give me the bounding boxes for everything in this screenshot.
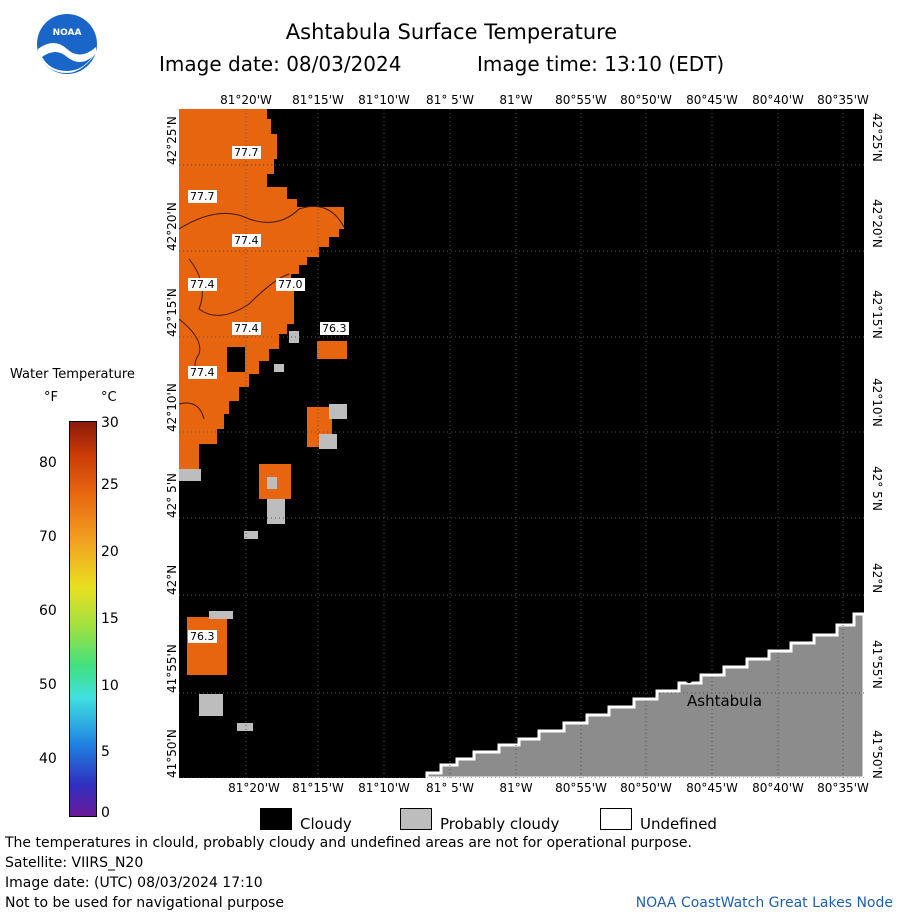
lat-tick: 42° 5'N (165, 473, 179, 518)
lat-tick: 42°10'N (870, 378, 884, 427)
temp-label: 77.7 (188, 190, 217, 203)
lon-tick: 80°35'W (817, 781, 869, 795)
image-date: Image date: 08/03/2024 (159, 52, 402, 76)
map-canvas (179, 109, 864, 778)
temp-label: 76.3 (188, 630, 217, 643)
lon-tick: 81°15'W (292, 93, 344, 107)
lat-tick: 41°55'N (165, 644, 179, 693)
temp-label: 77.4 (232, 234, 261, 247)
lon-tick: 81°10'W (358, 781, 410, 795)
lat-tick: 42°20'N (870, 199, 884, 248)
lon-tick: 80°50'W (620, 781, 672, 795)
temp-label: 77.4 (188, 366, 217, 379)
temp-label: 77.4 (232, 322, 261, 335)
c-tick: 0 (101, 805, 110, 821)
lon-tick: 81°W (499, 93, 533, 107)
c-tick: 15 (101, 611, 119, 627)
colorbar-unit-c: °C (101, 390, 117, 405)
legend-swatch-cloudy (260, 808, 292, 830)
f-tick: 50 (39, 677, 57, 693)
place-label-ashtabula: Ashtabula (687, 692, 763, 710)
noaa-logo: NOAA (36, 13, 98, 75)
lon-tick: 80°55'W (555, 781, 607, 795)
lon-tick: 81° 5'W (426, 93, 474, 107)
footer-disclaimer: The temperatures in clould, probably clo… (5, 835, 692, 851)
credit-link[interactable]: NOAA CoastWatch Great Lakes Node (635, 895, 893, 911)
footer-utc-date: Image date: (UTC) 08/03/2024 17:10 (5, 875, 263, 891)
lon-tick: 81°15'W (292, 781, 344, 795)
legend-swatch-undefined (600, 808, 632, 830)
lon-tick: 81°W (499, 781, 533, 795)
c-tick: 5 (101, 744, 110, 760)
cloud-patch (227, 347, 245, 372)
lat-tick: 42°15'N (165, 288, 179, 337)
footer-nav-warning: Not to be used for navigational purpose (5, 895, 284, 911)
image-time: Image time: 13:10 (EDT) (477, 52, 725, 76)
footer-satellite: Satellite: VIIRS_N20 (5, 855, 144, 871)
lat-tick: 42°25'N (870, 113, 884, 162)
lon-tick: 80°45'W (686, 93, 738, 107)
warm-patch (317, 341, 347, 359)
f-tick: 80 (39, 455, 57, 471)
colorbar (69, 421, 97, 817)
lon-tick: 80°40'W (752, 781, 804, 795)
legend-label-undefined: Undefined (640, 815, 717, 833)
temperature-map[interactable]: 77.7 77.7 77.4 77.4 77.0 77.4 76.3 77.4 … (179, 109, 864, 778)
lat-tick: 42°15'N (870, 290, 884, 339)
lat-tick: 41°50'N (870, 730, 884, 779)
lat-tick: 42°20'N (165, 202, 179, 251)
lat-tick: 42°N (870, 563, 884, 594)
f-tick: 60 (39, 603, 57, 619)
f-tick: 40 (39, 751, 57, 767)
legend-label-cloudy: Cloudy (300, 815, 352, 833)
lon-tick: 81°20'W (228, 781, 280, 795)
legend-label-probably-cloudy: Probably cloudy (440, 815, 560, 833)
lon-tick: 80°40'W (752, 93, 804, 107)
temp-label: 77.4 (188, 278, 217, 291)
colorbar-title: Water Temperature (10, 367, 135, 382)
temp-label: 77.0 (276, 278, 305, 291)
lon-tick: 81°20'W (220, 93, 272, 107)
lon-tick: 80°35'W (817, 93, 869, 107)
c-tick: 20 (101, 544, 119, 560)
colorbar-unit-f: °F (44, 390, 58, 405)
c-tick: 30 (101, 415, 119, 431)
f-tick: 70 (39, 529, 57, 545)
c-tick: 10 (101, 678, 119, 694)
svg-text:NOAA: NOAA (53, 28, 82, 38)
lat-tick: 41°55'N (870, 640, 884, 689)
lat-tick: 41°50'N (165, 729, 179, 778)
lat-tick: 42°N (165, 564, 179, 595)
lon-tick: 81° 5'W (426, 781, 474, 795)
lon-tick: 80°55'W (555, 93, 607, 107)
lon-tick: 81°10'W (358, 93, 410, 107)
legend-swatch-probably-cloudy (400, 808, 432, 830)
city-marker (685, 675, 693, 683)
lat-tick: 42° 5'N (870, 466, 884, 511)
temp-label: 76.3 (320, 322, 349, 335)
lat-tick: 42°10'N (165, 383, 179, 432)
temp-label: 77.7 (232, 146, 261, 159)
warm-patch (187, 617, 227, 675)
land-area (425, 612, 864, 778)
page-title: Ashtabula Surface Temperature (285, 20, 618, 44)
warm-water-region (179, 109, 344, 479)
lon-tick: 80°45'W (686, 781, 738, 795)
lon-tick: 80°50'W (620, 93, 672, 107)
c-tick: 25 (101, 477, 119, 493)
lat-tick: 42°25'N (165, 116, 179, 165)
